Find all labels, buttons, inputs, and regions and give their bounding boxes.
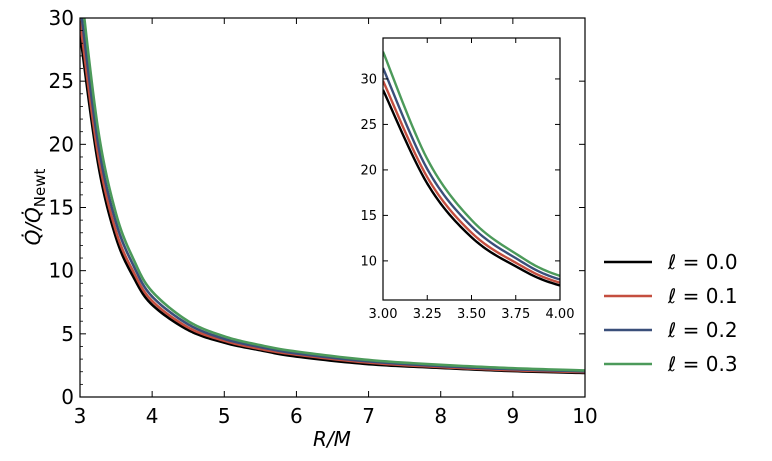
inset-x-tick-label-4: 4.00: [546, 307, 575, 322]
main-y-tick-label-3: 15: [49, 196, 74, 220]
inset-series-line-3: [383, 51, 560, 278]
main-x-tick-label-4: 7: [362, 404, 375, 428]
inset-x-tick-label-0: 3.00: [369, 307, 398, 322]
legend: ℓ = 0.0 ℓ = 0.1 ℓ = 0.2 ℓ = 0.3: [604, 250, 738, 376]
inset-plot-area: 3.00 3.25 3.50 3.75 4.00 10 15 20 25 30: [360, 37, 575, 322]
main-y-tick-label-0: 0: [61, 385, 74, 409]
main-x-tick-label-6: 9: [506, 404, 519, 428]
main-x-tick-label-7: 10: [572, 404, 597, 428]
legend-label-3: ℓ = 0.3: [667, 352, 738, 376]
inset-series-line-2: [383, 67, 560, 281]
y-axis-label-main: Q̇/Q̇: [21, 207, 45, 245]
legend-label-1: ℓ = 0.1: [667, 284, 738, 308]
main-y-tick-label-5: 25: [49, 69, 74, 93]
inset-x-tick-label-1: 3.25: [413, 307, 442, 322]
main-y-tick-label-4: 20: [49, 132, 74, 156]
main-series-line-3: [83, 18, 585, 372]
main-x-tick-label-5: 8: [434, 404, 447, 428]
inset-y-tick-label-2: 20: [360, 163, 377, 178]
inset-y-tick-label-4: 30: [360, 72, 377, 87]
main-x-tick-label-1: 4: [146, 404, 159, 428]
y-axis-label: Q̇/Q̇Newt: [21, 168, 49, 245]
main-x-tick-label-2: 5: [218, 404, 231, 428]
legend-label-2: ℓ = 0.2: [667, 318, 738, 342]
inset-y-tick-label-0: 10: [360, 254, 377, 269]
inset-axes-frame: [382, 37, 561, 301]
x-axis-label: R/M: [313, 427, 351, 451]
main-y-tick-label-1: 5: [61, 322, 74, 346]
inset-series-line-1: [383, 80, 560, 284]
inset-x-tick-label-2: 3.50: [457, 307, 486, 322]
inset-x-tick-label-3: 3.75: [501, 307, 530, 322]
legend-label-0: ℓ = 0.0: [667, 250, 738, 274]
main-plot-area: 3 4 5 6 7 8 9 10 0 5 10 15 20 25 30: [49, 6, 598, 428]
main-y-tick-label-2: 10: [49, 259, 74, 283]
inset-background: [383, 38, 560, 300]
y-axis-label-subscript: Newt: [31, 168, 49, 207]
inset-y-tick-label-1: 15: [360, 209, 377, 224]
main-x-tick-label-0: 3: [74, 404, 87, 428]
inset-series-line-0: [383, 89, 560, 287]
main-y-tick-label-6: 30: [49, 6, 74, 30]
svg-text:Q̇/Q̇Newt: Q̇/Q̇Newt: [21, 168, 49, 245]
main-axes-frame: [79, 17, 586, 398]
inset-y-tick-label-3: 25: [360, 118, 377, 133]
main-x-tick-label-3: 6: [290, 404, 303, 428]
